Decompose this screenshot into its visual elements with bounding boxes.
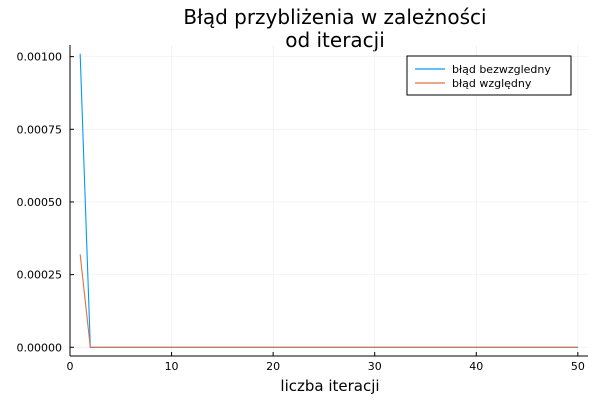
y-tick-label: 0.00050 [17,196,63,209]
y-axis-ticks: 0.00000 0.00025 0.00050 0.00075 0.00100 [17,51,74,354]
legend-box [406,55,572,96]
x-tick-label: 10 [165,360,179,373]
x-tick-label: 20 [266,360,280,373]
plot-frame [69,45,588,357]
legend-label-1: błąd bezwzgledny [452,63,551,76]
x-axis-label: liczba iteracji [280,377,379,395]
x-axis-ticks: 0 10 20 30 40 50 [67,352,585,373]
series-line-1 [79,53,578,348]
series-line-2 [79,254,578,348]
x-tick-label: 30 [368,360,382,373]
x-tick-label: 0 [67,360,74,373]
chart-title-line2: od iteracji [285,28,385,52]
y-tick-label: 0.00000 [17,341,63,354]
x-tick-label: 50 [571,360,585,373]
y-tick-label: 0.00100 [17,51,63,64]
legend-label-2: błąd względny [452,77,532,90]
series-layer [79,53,578,348]
x-tick-label: 40 [469,360,483,373]
y-tick-label: 0.00075 [17,123,63,136]
chart-title-line1: Błąd przybliżenia w zależności [183,5,486,29]
y-tick-label: 0.00025 [17,269,63,282]
